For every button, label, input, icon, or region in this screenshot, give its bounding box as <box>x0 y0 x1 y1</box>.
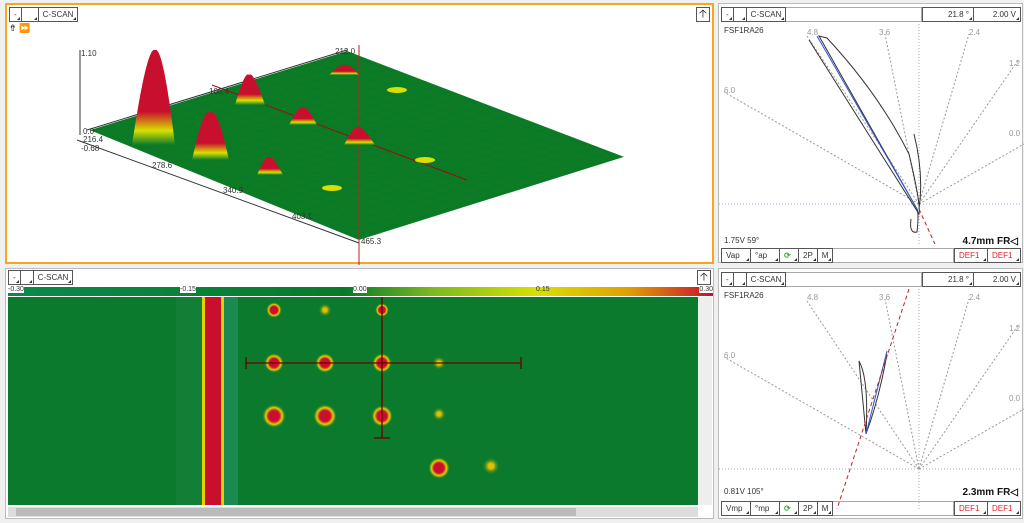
depth-readout: 4.7mm FR◁ <box>962 236 1018 247</box>
defect-dropdown-1[interactable]: DEF1 <box>954 501 988 516</box>
x-tick-1: 278.6 <box>152 161 173 170</box>
angle-field[interactable]: 21.8 ° <box>922 272 974 287</box>
ray-label: 4.8 <box>807 293 819 302</box>
refresh-icon[interactable]: ⟳ <box>779 248 799 263</box>
impedance-plane-bottom: - C-SCAN 21.8 ° 2.00 V FSF1RA26 4.8 3.6 … <box>718 268 1024 519</box>
y-axis-mid: 106.4 <box>209 87 230 96</box>
scan-type-dropdown[interactable]: C-SCAN <box>32 270 74 285</box>
volt-scale-field[interactable]: 2.00 V <box>973 272 1021 287</box>
axis-origin: 0.0 <box>83 127 95 136</box>
ray-label: 3.6 <box>879 293 891 302</box>
rotate-icons[interactable]: ⇮ ⏩ <box>9 23 31 33</box>
3d-surface-plot[interactable] <box>7 5 716 266</box>
x-tick-3: 403.1 <box>292 212 313 221</box>
ray-label: 3.6 <box>879 28 891 37</box>
lissajous-plot[interactable] <box>719 269 1024 509</box>
plane-toolbar: - C-SCAN 21.8 ° 2.00 V <box>721 272 1021 287</box>
phase-mode-button[interactable]: °ap <box>750 248 780 263</box>
two-point-button[interactable]: 2P <box>798 248 818 263</box>
measure-mode-button[interactable]: Vmp <box>721 501 751 516</box>
z-axis-min: -0.68 <box>81 144 100 153</box>
ray-label: 0.0 <box>1009 129 1021 138</box>
3d-view-panel: - C-SCAN ⇮ ⏩ 🡡 1.10 0.0 216.4 -0.68 106.… <box>5 3 716 266</box>
volt-scale-field[interactable]: 2.00 V <box>973 7 1021 22</box>
plane-bottom-toolbar: Vmp °mp ⟳ 2P M DEF1 DEF1 <box>721 501 1021 516</box>
lissajous-plot[interactable] <box>719 4 1024 244</box>
x-tick-2: 340.9 <box>223 186 244 195</box>
impedance-plane-top: - C-SCAN 21.8 ° 2.00 V FSF1RA26 4.8 3.6 … <box>718 3 1024 263</box>
measure-mode-button[interactable]: Vap <box>721 248 751 263</box>
probe-name: FSF1RA26 <box>724 26 764 35</box>
ray-label: 2.4 <box>969 293 981 302</box>
phase-mode-button[interactable]: °mp <box>750 501 780 516</box>
cscan-panel: - C-SCAN 🡡 -0.30 -0.15 0.00 0.15 0.30 <box>5 268 714 519</box>
plane-toolbar: - C-SCAN 21.8 ° 2.00 V <box>721 7 1021 22</box>
signal-readout: 1.75V 59° <box>724 236 760 245</box>
defect-dropdown-2[interactable]: DEF1 <box>987 501 1021 516</box>
ray-label: 0.0 <box>1009 394 1021 403</box>
maximize-arrow-icon[interactable]: 🡡 <box>697 270 711 285</box>
scale-tick: -0.30 <box>8 286 24 293</box>
indications <box>262 302 500 479</box>
color-scale-bar: -0.30 -0.15 0.00 0.15 0.30 <box>8 286 713 296</box>
ray-label: 1.2 <box>1009 59 1021 68</box>
z-axis-max: 1.10 <box>81 49 97 58</box>
defect-dropdown-1[interactable]: DEF1 <box>954 248 988 263</box>
crosshair-cursor[interactable] <box>245 297 522 439</box>
scale-tick: 0.30 <box>699 286 713 293</box>
defect-dropdown-2[interactable]: DEF1 <box>987 248 1021 263</box>
refresh-icon[interactable]: ⟳ <box>779 501 799 516</box>
y-axis-left: 216.4 <box>83 135 104 144</box>
ray-label: 4.8 <box>807 28 819 37</box>
scan-type-dropdown[interactable]: C-SCAN <box>745 7 787 22</box>
y-axis-back: 212.0 <box>335 47 356 56</box>
ray-label: 2.4 <box>969 28 981 37</box>
maximize-arrow-icon[interactable]: 🡡 <box>696 7 710 22</box>
cscan-toolbar: - C-SCAN <box>8 270 74 285</box>
angle-field[interactable]: 21.8 ° <box>922 7 974 22</box>
plane-bottom-toolbar: Vap °ap ⟳ 2P M DEF1 DEF1 <box>721 248 1021 263</box>
m-button[interactable]: M <box>816 248 834 263</box>
scale-tick: -0.15 <box>180 286 196 293</box>
cscan-image[interactable] <box>6 269 715 520</box>
scan-type-dropdown[interactable]: C-SCAN <box>37 7 79 22</box>
scan-type-dropdown[interactable]: C-SCAN <box>745 272 787 287</box>
depth-readout: 2.3mm FR◁ <box>962 487 1018 498</box>
x-tick-4: 465.3 <box>361 237 382 246</box>
scale-tick: 0.00 <box>353 286 367 293</box>
view-toolbar: - C-SCAN <box>9 7 79 22</box>
peaks <box>132 49 435 191</box>
m-button[interactable]: M <box>816 501 834 516</box>
two-point-button[interactable]: 2P <box>798 501 818 516</box>
ray-label: 6.0 <box>724 351 736 360</box>
signal-readout: 0.81V 105° <box>724 487 764 496</box>
probe-name: FSF1RA26 <box>724 291 764 300</box>
scale-tick: 0.15 <box>536 286 550 293</box>
ray-label: 6.0 <box>724 86 736 95</box>
ray-label: 1.2 <box>1009 324 1021 333</box>
